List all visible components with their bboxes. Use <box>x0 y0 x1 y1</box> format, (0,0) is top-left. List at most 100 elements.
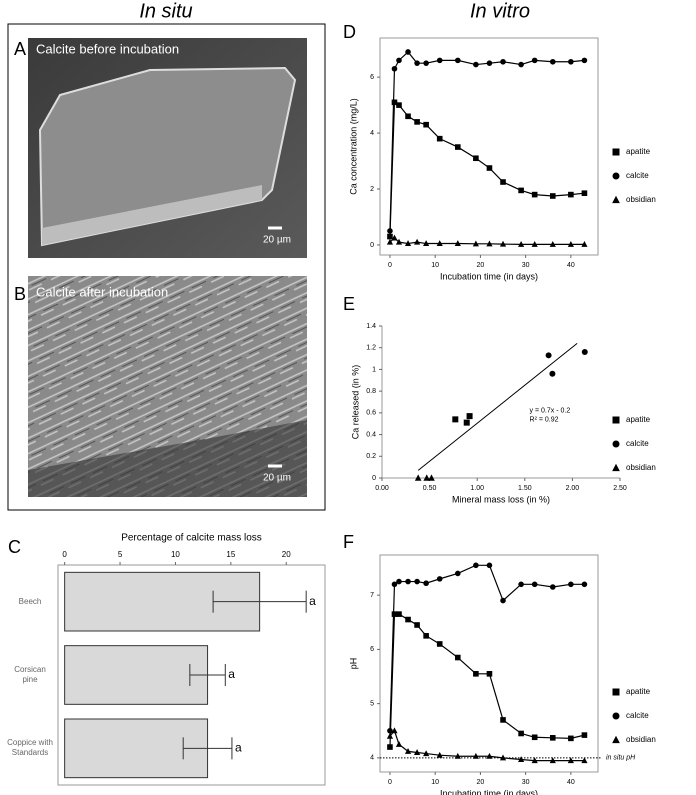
marker <box>454 57 461 64</box>
y-axis-title: pH <box>348 658 358 670</box>
y-tick-label: Corsican pine <box>14 665 46 684</box>
image-caption: Calcite after incubation <box>36 284 168 299</box>
y-tick-label: 7 <box>370 592 374 599</box>
marker <box>423 474 431 481</box>
legend-label: apatite <box>626 147 651 156</box>
marker <box>472 752 479 759</box>
legend-marker <box>612 463 620 472</box>
marker <box>405 49 411 55</box>
x-axis-title: Incubation time (in days) <box>440 271 538 281</box>
marker <box>486 562 493 569</box>
y-tick-label: 1.4 <box>366 323 376 330</box>
marker <box>531 757 538 764</box>
legend-label: calcite <box>626 439 649 448</box>
marker <box>436 576 443 582</box>
legend-marker <box>612 148 620 156</box>
image-caption: Calcite before incubation <box>36 41 179 56</box>
marker <box>396 102 402 108</box>
y-tick-label: 4 <box>370 755 374 762</box>
marker <box>387 744 393 750</box>
x-tick-label: 0 <box>62 550 67 559</box>
marker <box>391 99 398 106</box>
marker <box>395 238 403 245</box>
marker <box>386 732 394 739</box>
annotation: R² = 0.92 <box>530 417 559 424</box>
y-tick-label: 0.8 <box>366 388 376 395</box>
annotation: a <box>309 594 316 608</box>
shadow <box>28 420 307 497</box>
marker <box>454 240 461 247</box>
marker <box>436 135 443 142</box>
y-tick-label: 0.4 <box>366 431 376 438</box>
chart-title: Percentage of calcite mass loss <box>121 533 262 544</box>
panel-label: B <box>14 284 26 304</box>
marker <box>405 113 411 120</box>
marker <box>454 654 461 661</box>
x-tick-label: 30 <box>522 262 530 269</box>
marker <box>454 752 461 759</box>
marker <box>423 60 429 66</box>
y-tick-label: 4 <box>370 130 374 137</box>
marker <box>436 240 443 247</box>
marker <box>436 641 443 647</box>
marker <box>414 578 420 585</box>
marker <box>423 240 430 247</box>
marker <box>581 757 588 764</box>
marker <box>414 238 421 245</box>
marker <box>499 754 507 761</box>
marker <box>428 474 435 481</box>
marker <box>436 57 443 64</box>
panel-label: D <box>343 22 356 42</box>
marker <box>386 238 394 245</box>
plot-frame <box>379 554 599 773</box>
marker <box>387 228 393 234</box>
y-axis-title: Ca concentration (mg/L) <box>348 98 358 195</box>
series-line <box>389 729 585 762</box>
marker <box>404 748 412 754</box>
y-tick-label: 0.2 <box>366 453 376 460</box>
marker <box>452 416 459 423</box>
panel-label: A <box>14 39 26 59</box>
legend-marker <box>612 712 620 720</box>
y-axis-title: Ca released (in %) <box>350 365 360 440</box>
marker <box>567 757 574 764</box>
legend-marker <box>612 440 620 448</box>
panel-label: C <box>8 537 21 557</box>
marker <box>531 241 538 247</box>
marker <box>531 581 538 588</box>
x-tick-label: 0 <box>388 779 392 786</box>
x-axis-title: Mineral mass loss (in %) <box>452 494 550 504</box>
marker <box>463 419 470 426</box>
marker <box>500 58 506 65</box>
marker <box>581 732 588 738</box>
marker <box>454 144 461 150</box>
marker <box>549 757 556 764</box>
marker <box>387 727 393 734</box>
marker <box>395 740 403 747</box>
marker <box>414 749 421 755</box>
marker <box>423 633 429 639</box>
marker <box>486 752 493 759</box>
marker <box>405 616 411 623</box>
marker <box>436 751 443 758</box>
scale-label: 20 µm <box>263 473 291 484</box>
x-tick-label: 30 <box>522 779 530 786</box>
marker <box>391 611 398 617</box>
marker <box>414 622 420 628</box>
legend-marker <box>612 688 620 696</box>
x-tick-label: 10 <box>171 550 180 559</box>
marker <box>549 241 556 247</box>
marker <box>500 179 506 185</box>
y-tick-label: 1 <box>372 366 376 373</box>
marker <box>391 234 398 241</box>
marker <box>518 241 525 247</box>
marker <box>414 474 422 481</box>
legend-label: calcite <box>626 171 649 180</box>
marker <box>568 735 574 742</box>
marker <box>500 597 506 604</box>
legend-marker <box>612 195 620 204</box>
marker <box>549 193 556 199</box>
scale-label: 20 µm <box>263 235 291 246</box>
marker <box>396 611 402 617</box>
